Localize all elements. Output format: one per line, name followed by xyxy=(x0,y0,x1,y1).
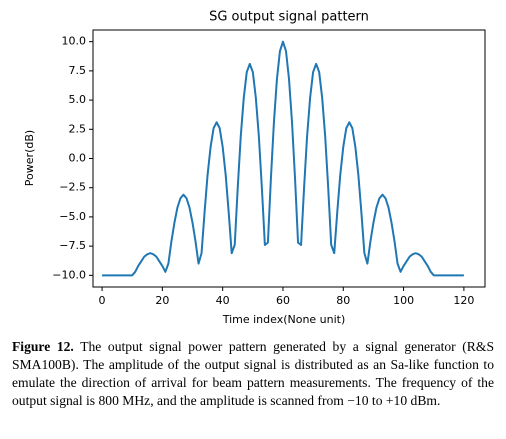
x-tick-label: 20 xyxy=(155,294,169,307)
y-tick-label: −5.0 xyxy=(59,210,86,223)
y-tick-label: 10.0 xyxy=(62,35,87,48)
y-axis-label: Power(dB) xyxy=(23,130,36,186)
y-tick-label: 0.0 xyxy=(69,152,87,165)
chart-title: SG output signal pattern xyxy=(209,10,369,25)
caption: Figure 12. The output signal power patte… xyxy=(12,338,494,410)
y-tick-label: 5.0 xyxy=(69,93,87,106)
x-tick-label: 100 xyxy=(393,294,414,307)
line-series xyxy=(102,40,464,277)
x-tick-label: 40 xyxy=(216,294,230,307)
y-tick-label: −7.5 xyxy=(59,239,86,252)
x-axis-label: Time index(None unit) xyxy=(222,313,346,326)
y-tick-label: −10.0 xyxy=(52,268,86,281)
x-tick-label: 60 xyxy=(276,294,290,307)
y-tick-label: 7.5 xyxy=(69,64,87,77)
plot-frame xyxy=(92,29,486,288)
x-tick-label: 120 xyxy=(453,294,474,307)
x-tick-label: 0 xyxy=(99,294,106,307)
chart: SG output signal pattern Time index(None… xyxy=(23,10,486,326)
caption-label: Figure 12. xyxy=(12,339,74,354)
y-tick-label: 2.5 xyxy=(69,122,87,135)
y-tick-label: −2.5 xyxy=(59,181,86,194)
caption-text: The output signal power pattern generate… xyxy=(12,339,495,408)
x-tick-label: 80 xyxy=(336,294,350,307)
